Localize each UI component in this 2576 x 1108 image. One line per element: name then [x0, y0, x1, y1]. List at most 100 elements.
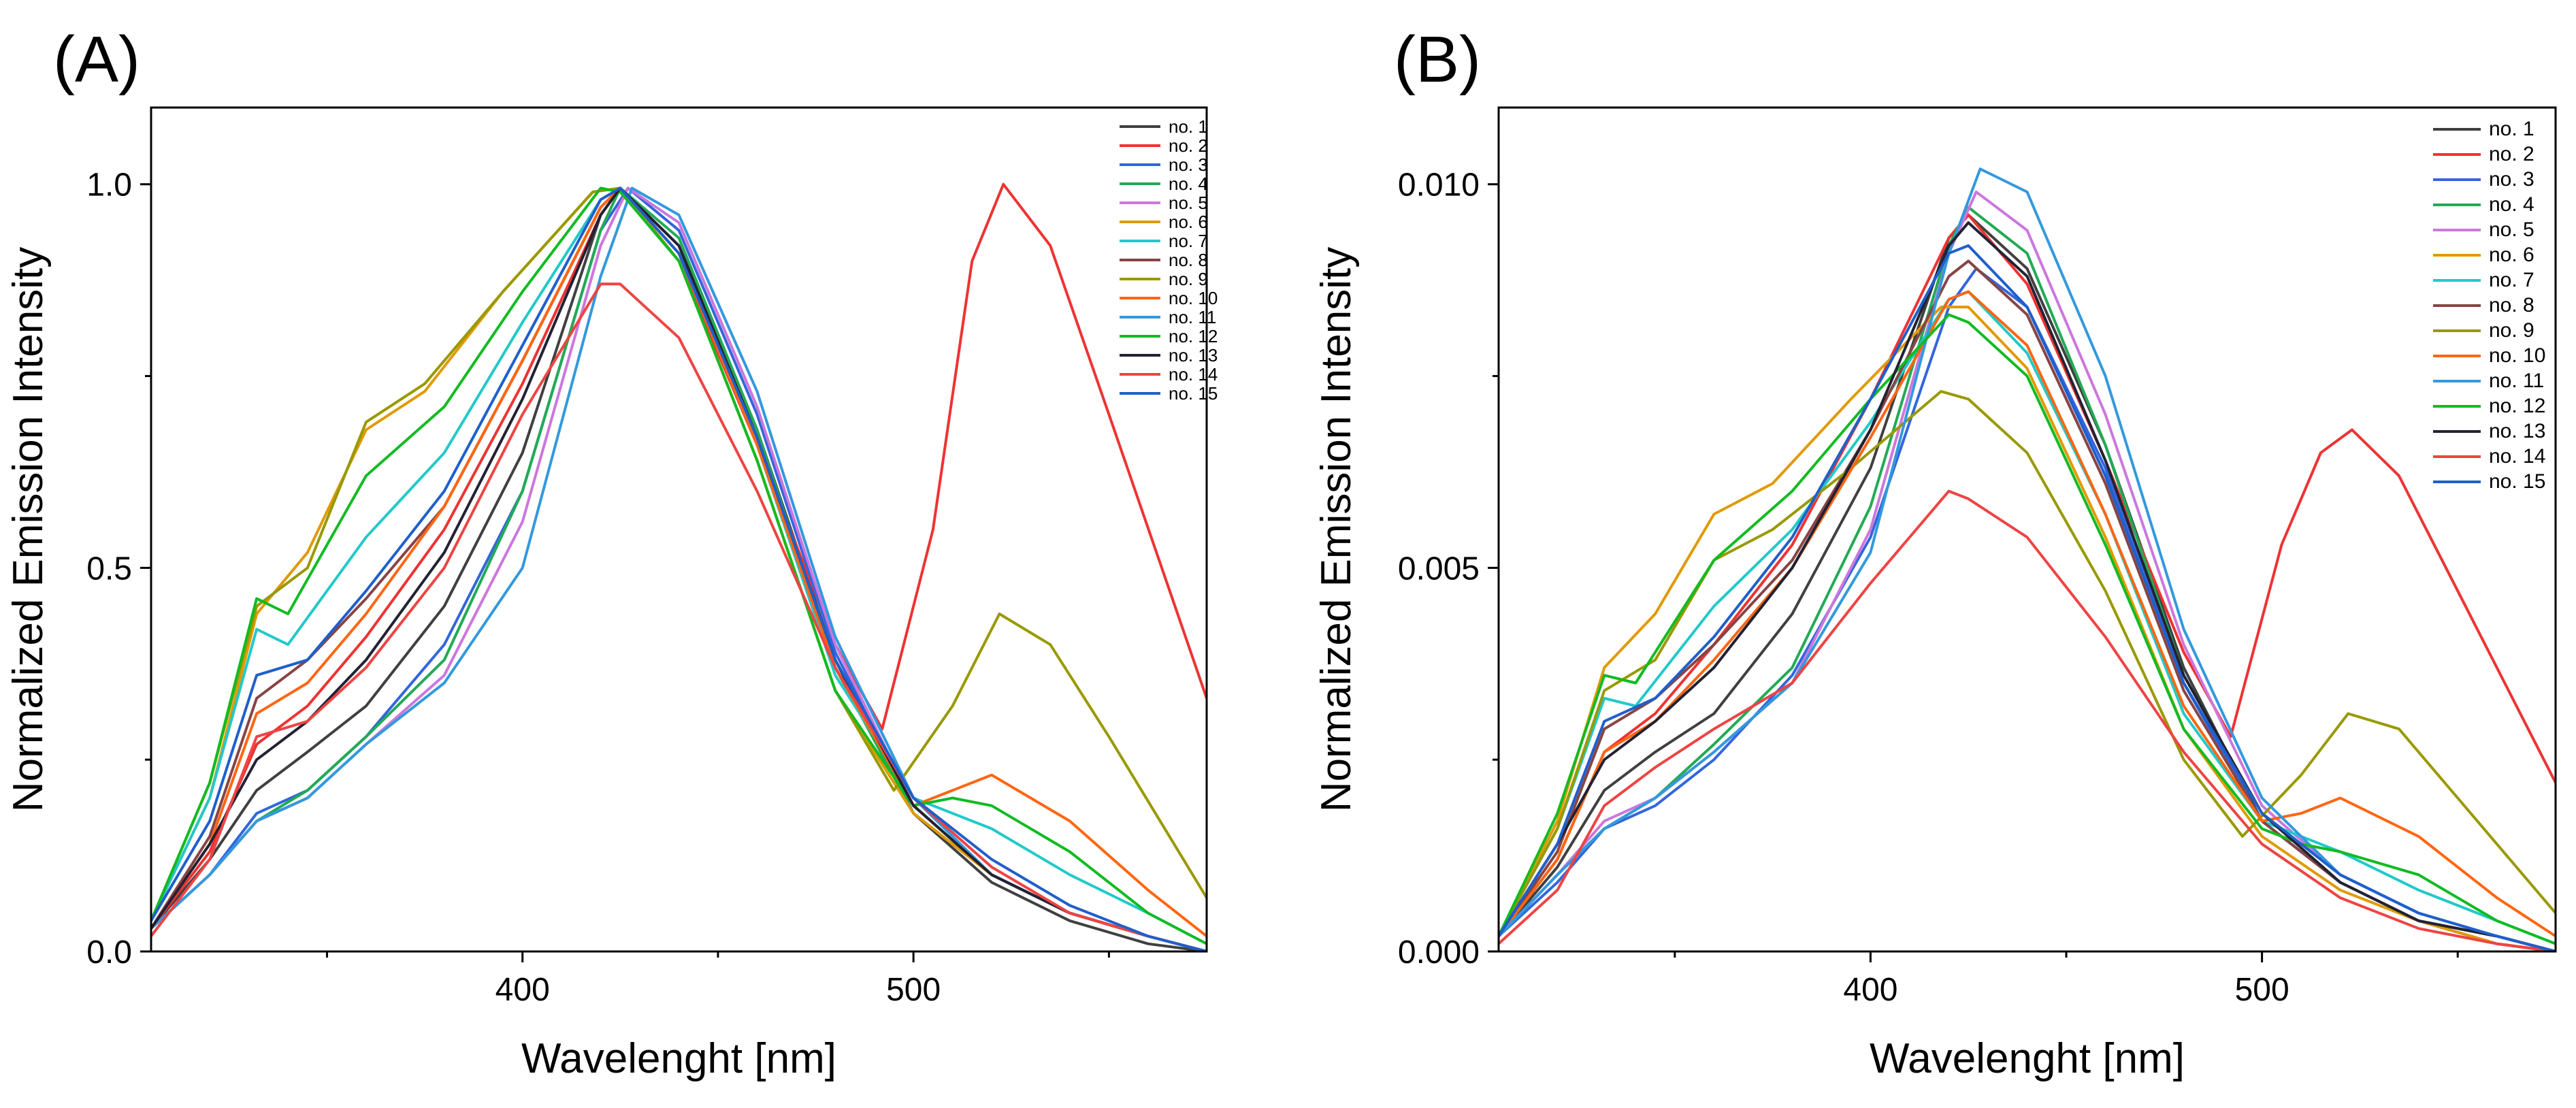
series-line-5: [151, 186, 1207, 951]
legend-item: no. 8: [1120, 250, 1208, 270]
y-tick-label: 0.000: [1398, 934, 1480, 971]
legend-label: no. 10: [1169, 288, 1218, 308]
series-line-14: [1499, 489, 2556, 951]
legend-label: no. 3: [2489, 168, 2534, 191]
series-line-4: [151, 186, 1207, 951]
legend-item: no. 15: [1120, 383, 1218, 404]
legend-item: no. 13: [1120, 345, 1218, 365]
x-tick-label: 400: [495, 972, 550, 1008]
legend: no. 1no. 2no. 3no. 4no. 5no. 6no. 7no. 8…: [1120, 116, 1218, 404]
chart-panel-a: (A) 400 500 0.0 0.5 1.0 Wavelenght [nm] Normali…: [5, 23, 1218, 1082]
legend-label: no. 2: [2489, 143, 2534, 165]
x-tick-label: 400: [1843, 972, 1897, 1008]
legend-label: no. 12: [2489, 395, 2545, 417]
legend-label: no. 6: [2489, 244, 2534, 266]
legend-label: no. 13: [1169, 345, 1218, 365]
legend-item: no. 11: [1120, 307, 1216, 327]
legend-item: no. 12: [1120, 326, 1218, 346]
legend-item: no. 2: [2433, 143, 2534, 165]
legend-item: no. 4: [1120, 174, 1208, 194]
series-line-4: [1499, 206, 2556, 951]
series-line-2: [151, 182, 1207, 930]
series-line-1: [151, 186, 1207, 951]
legend-label: no. 15: [2489, 470, 2545, 493]
y-tick-label: 0.0: [86, 934, 132, 971]
legend-label: no. 7: [2489, 269, 2534, 291]
legend-item: no. 14: [1120, 364, 1218, 385]
legend-item: no. 7: [1120, 231, 1208, 251]
plot-frame: [1497, 106, 2557, 953]
legend-item: no. 11: [2433, 370, 2544, 392]
legend-item: no. 12: [2433, 395, 2545, 417]
series-line-1: [1499, 213, 2556, 951]
panel-label: (B): [1394, 23, 1481, 96]
y-tick-label: 0.010: [1398, 167, 1480, 203]
legend-item: no. 3: [2433, 168, 2534, 191]
series-line-6: [1499, 306, 2556, 951]
legend-label: no. 14: [1169, 364, 1218, 385]
legend-item: no. 9: [1120, 269, 1208, 289]
legend-item: no. 9: [2433, 319, 2534, 342]
y-axis-title: Normalized Emission Intensity: [5, 247, 52, 812]
legend-item: no. 6: [2433, 244, 2534, 266]
legend-label: no. 1: [2489, 118, 2534, 140]
x-axis-title: Wavelenght [nm]: [1870, 1035, 2185, 1082]
legend-item: no. 14: [2433, 445, 2545, 468]
series-line-15: [1499, 244, 2556, 951]
x-tick-label: 500: [886, 972, 941, 1008]
legend-item: no. 4: [2433, 193, 2534, 216]
series-line-13: [1499, 221, 2556, 951]
legend-label: no. 3: [1169, 154, 1208, 175]
series-group: [151, 182, 1207, 951]
legend-item: no. 5: [1120, 193, 1208, 213]
y-tick-label: 1.0: [86, 167, 132, 203]
legend-label: no. 1: [1169, 116, 1208, 137]
panel-label: (A): [53, 23, 140, 96]
series-line-15: [151, 186, 1207, 951]
legend-item: no. 2: [1120, 135, 1208, 156]
legend-label: no. 12: [1169, 326, 1218, 346]
legend-item: no. 15: [2433, 470, 2545, 493]
series-line-6: [151, 186, 1207, 951]
y-tick-label: 0.5: [86, 551, 132, 587]
legend-label: no. 14: [2489, 445, 2545, 468]
series-line-12: [151, 186, 1207, 945]
series-group: [1499, 167, 2556, 951]
legend-item: no. 7: [2433, 269, 2534, 291]
legend-item: no. 6: [1120, 212, 1208, 232]
legend-item: no. 5: [2433, 218, 2534, 241]
plot-frame: [150, 106, 1208, 953]
series-line-7: [1499, 290, 2556, 945]
series-line-9: [151, 186, 1207, 922]
legend-label: no. 9: [2489, 319, 2534, 342]
legend-item: no. 3: [1120, 154, 1208, 175]
legend-label: no. 4: [2489, 193, 2534, 216]
series-line-8: [151, 186, 1207, 951]
series-line-2: [1499, 213, 2556, 938]
legend-label: no. 8: [2489, 294, 2534, 316]
legend-item: no. 10: [2433, 344, 2545, 367]
y-axis-title: Normalized Emission Intensity: [1313, 247, 1360, 812]
x-axis-title: Wavelenght [nm]: [521, 1035, 836, 1082]
series-line-14: [151, 282, 1207, 951]
legend-label: no. 10: [2489, 344, 2545, 367]
series-line-10: [1499, 290, 2556, 938]
series-line-3: [151, 186, 1207, 951]
series-line-11: [151, 186, 1207, 951]
legend-item: no. 8: [2433, 294, 2534, 316]
legend-label: no. 15: [1169, 383, 1218, 404]
series-line-13: [151, 186, 1207, 951]
legend-item: no. 1: [1120, 116, 1208, 137]
legend-item: no. 10: [1120, 288, 1218, 308]
legend-label: no. 2: [1169, 135, 1208, 156]
legend-label: no. 9: [1169, 269, 1208, 289]
x-tick-label: 500: [2235, 972, 2289, 1008]
legend: no. 1 no. 2 no. 3no. 4no. 5 no. 6 no. 7 no. 8…: [2433, 118, 2545, 493]
legend-label: no. 4: [1169, 174, 1208, 194]
series-line-12: [1499, 313, 2556, 945]
legend-label: no. 8: [1169, 250, 1208, 270]
legend-label: no. 7: [1169, 231, 1208, 251]
legend-item: no. 13: [2433, 420, 2545, 442]
legend-label: no. 11: [2489, 370, 2544, 392]
